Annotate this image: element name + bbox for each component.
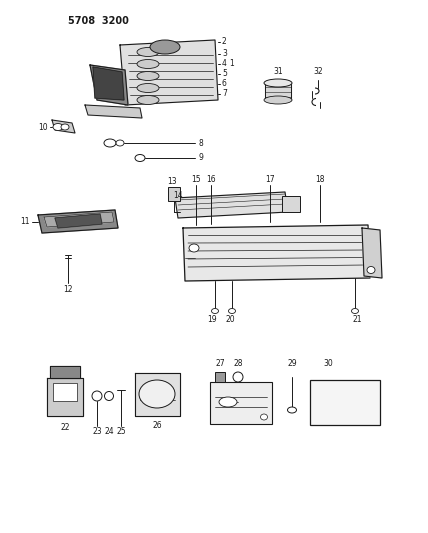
Polygon shape <box>52 120 75 133</box>
Ellipse shape <box>150 40 180 54</box>
Ellipse shape <box>137 47 159 56</box>
Ellipse shape <box>264 79 292 87</box>
Ellipse shape <box>137 60 159 69</box>
Text: 23: 23 <box>92 427 102 437</box>
Ellipse shape <box>104 139 116 147</box>
Ellipse shape <box>104 392 113 400</box>
Text: 24: 24 <box>104 427 114 437</box>
Ellipse shape <box>219 397 237 407</box>
Bar <box>310 380 380 425</box>
Polygon shape <box>265 83 291 100</box>
Text: 19: 19 <box>207 316 217 325</box>
Ellipse shape <box>137 84 159 93</box>
Text: 11: 11 <box>21 217 30 227</box>
Ellipse shape <box>367 266 375 273</box>
Ellipse shape <box>53 124 63 131</box>
Ellipse shape <box>135 155 145 161</box>
Ellipse shape <box>261 414 268 420</box>
Ellipse shape <box>139 380 175 408</box>
Ellipse shape <box>288 407 297 413</box>
Bar <box>168 187 180 201</box>
Polygon shape <box>175 192 288 218</box>
Ellipse shape <box>137 95 159 104</box>
Text: 26: 26 <box>152 422 162 431</box>
Bar <box>282 196 300 212</box>
Ellipse shape <box>211 309 219 313</box>
Polygon shape <box>90 65 128 105</box>
Text: 17: 17 <box>265 175 275 184</box>
Text: 12: 12 <box>63 286 73 295</box>
Ellipse shape <box>229 309 235 313</box>
Text: 32: 32 <box>313 68 323 77</box>
Ellipse shape <box>189 244 199 252</box>
Text: 15: 15 <box>191 175 201 184</box>
Text: 5708  3200: 5708 3200 <box>68 16 129 26</box>
Ellipse shape <box>137 71 159 80</box>
Ellipse shape <box>351 309 359 313</box>
Text: 13: 13 <box>167 177 177 187</box>
Polygon shape <box>120 40 218 105</box>
Polygon shape <box>93 67 124 100</box>
Text: 16: 16 <box>206 175 216 184</box>
Polygon shape <box>55 214 102 228</box>
Polygon shape <box>38 210 118 233</box>
Polygon shape <box>362 228 382 278</box>
Polygon shape <box>47 378 83 416</box>
Bar <box>215 372 225 382</box>
Text: 14: 14 <box>173 191 183 200</box>
Polygon shape <box>183 225 370 281</box>
Text: 6: 6 <box>222 79 227 88</box>
Ellipse shape <box>116 140 124 146</box>
Text: 31: 31 <box>273 68 283 77</box>
Text: 20: 20 <box>225 316 235 325</box>
Text: 30: 30 <box>323 359 333 368</box>
Text: 5: 5 <box>222 69 227 78</box>
Text: 22: 22 <box>60 424 70 432</box>
Ellipse shape <box>264 96 292 104</box>
Text: 9: 9 <box>199 154 204 163</box>
Polygon shape <box>85 105 142 118</box>
Text: 29: 29 <box>287 359 297 368</box>
Text: 7: 7 <box>222 90 227 99</box>
Text: 1: 1 <box>229 60 234 69</box>
Ellipse shape <box>92 391 102 401</box>
Text: 3: 3 <box>222 50 227 59</box>
Text: 2: 2 <box>222 37 227 46</box>
Bar <box>210 382 272 424</box>
Ellipse shape <box>61 124 69 130</box>
Text: 8: 8 <box>199 139 204 148</box>
Text: 27: 27 <box>215 359 225 368</box>
Polygon shape <box>50 366 80 378</box>
Text: 10: 10 <box>38 123 48 132</box>
Text: 21: 21 <box>352 316 362 325</box>
Polygon shape <box>44 212 114 227</box>
Ellipse shape <box>233 372 243 382</box>
Polygon shape <box>135 373 180 416</box>
Text: 4: 4 <box>222 60 227 69</box>
Bar <box>53 383 77 401</box>
Text: 25: 25 <box>116 427 126 437</box>
Text: 28: 28 <box>233 359 243 368</box>
Text: 18: 18 <box>315 175 325 184</box>
